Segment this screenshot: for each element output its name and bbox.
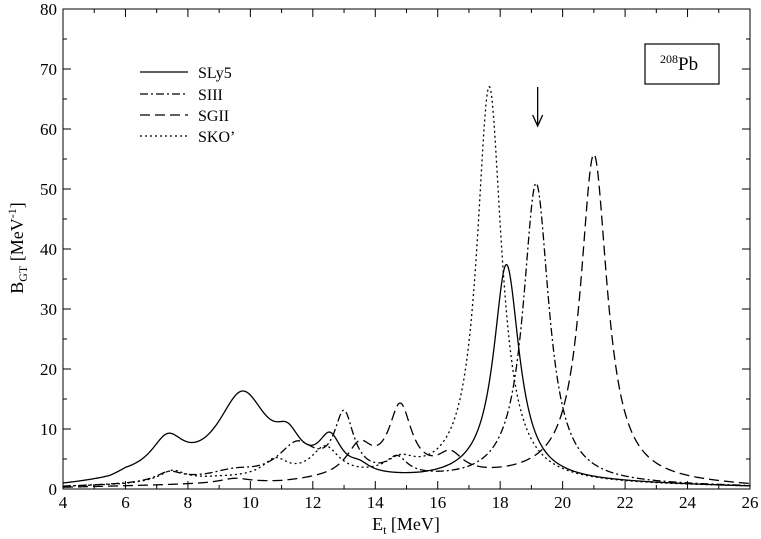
series-line-3: [62, 86, 751, 487]
y-axis-label-sub: GT: [16, 265, 30, 282]
y-axis-label-unit-sup: -1: [5, 208, 19, 218]
y-tick-label: 0: [49, 480, 58, 499]
arrow-head: [532, 114, 544, 128]
series-line-1: [62, 182, 751, 487]
nucleus-symbol: Pb: [678, 54, 698, 75]
x-tick-label: 18: [492, 493, 509, 512]
y-axis-label: BGT [MeV-1]: [5, 202, 30, 294]
y-axis-label-unit-post: ]: [7, 202, 27, 208]
series-line-2: [62, 153, 751, 488]
y-tick-label: 40: [40, 240, 57, 259]
y-axis-label-unit-pre: [MeV: [7, 218, 27, 266]
legend: SLy5 SIII SGII SKO’: [140, 65, 235, 146]
x-tick-label: 24: [679, 493, 697, 512]
y-tick-label: 70: [40, 60, 57, 79]
y-tick-label: 50: [40, 180, 57, 199]
x-tick-label: 16: [429, 493, 446, 512]
y-axis-label-main: B: [7, 282, 27, 294]
x-tick-label: 6: [121, 493, 130, 512]
x-axis-label-sub: t: [383, 523, 387, 537]
legend-label-siii: SIII: [198, 87, 223, 104]
x-axis-label-main: E: [372, 514, 383, 534]
x-tick-label: 10: [242, 493, 259, 512]
y-tick-label: 10: [40, 420, 57, 439]
nucleus-mass-number: 208: [660, 52, 678, 66]
x-tick-label: 26: [742, 493, 759, 512]
y-tick-label: 30: [40, 300, 57, 319]
nucleus-label-box: 208Pb: [644, 43, 720, 85]
y-tick-label: 20: [40, 360, 57, 379]
series-group: [62, 86, 751, 488]
x-tick-label: 14: [367, 493, 385, 512]
x-tick-label: 20: [554, 493, 571, 512]
y-tick-label: 60: [40, 120, 57, 139]
x-axis-label: Et [MeV]: [372, 514, 440, 537]
x-tick-label: 12: [304, 493, 321, 512]
tick-labels: 4 6 8 10 12 14 16 18 20 22 24 26 0 10 20 30 40 50 60 70 80: [40, 0, 759, 512]
legend-label-sko: SKO’: [198, 129, 235, 146]
x-tick-label: 8: [184, 493, 193, 512]
y-tick-label: 80: [40, 0, 57, 19]
series-line-0: [62, 263, 751, 487]
x-tick-label: 4: [59, 493, 68, 512]
svg-text:208Pb: 208Pb: [660, 52, 698, 75]
x-tick-label: 22: [617, 493, 634, 512]
x-axis-label-unit: [MeV]: [386, 514, 439, 534]
axis-ticks: [62, 8, 751, 490]
legend-label-sly5: SLy5: [198, 65, 232, 82]
arrow-marker: [532, 87, 544, 128]
legend-label-sgii: SGII: [198, 108, 229, 125]
